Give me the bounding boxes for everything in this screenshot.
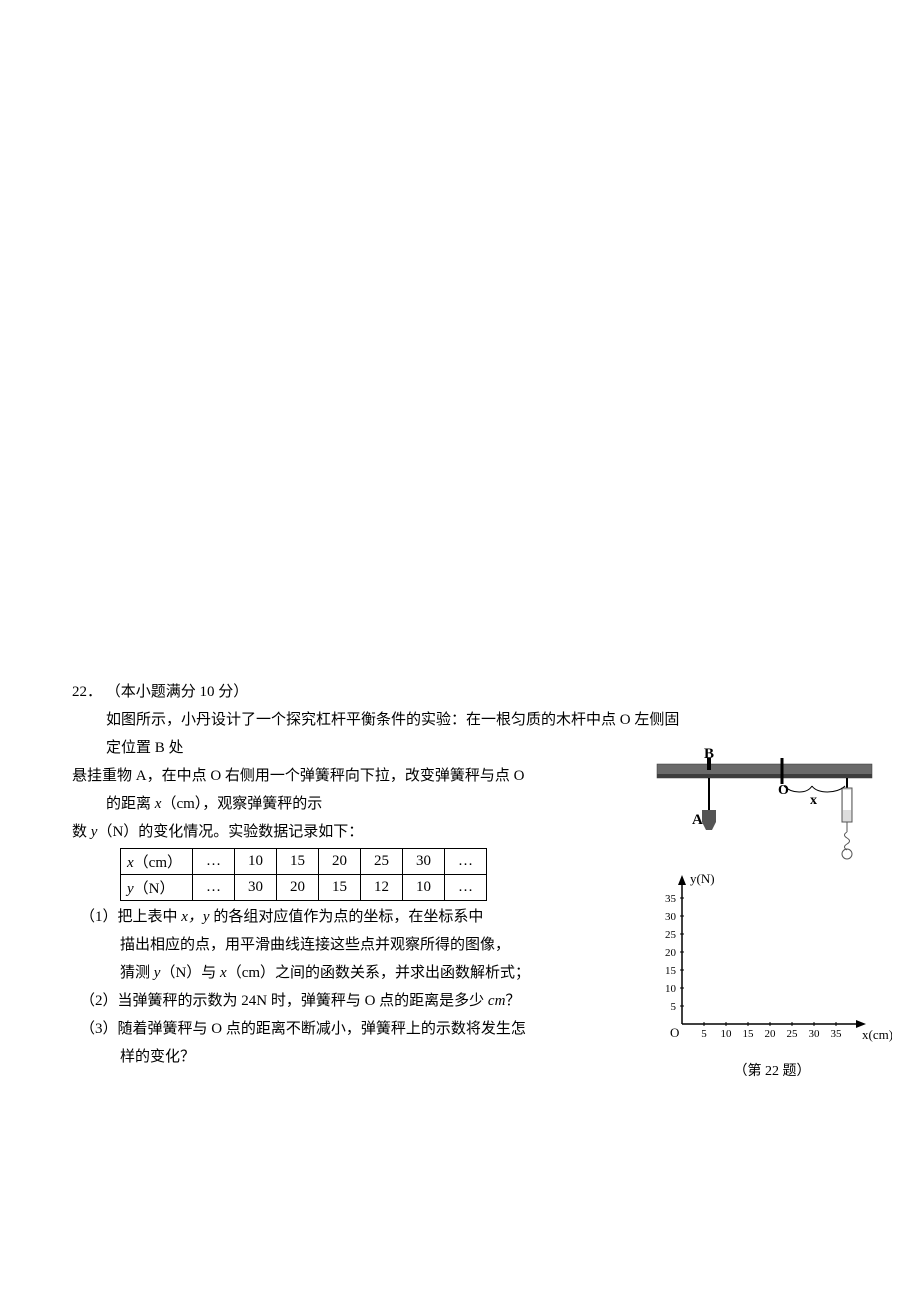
sub1-l2: 描出相应的点，用平滑曲线连接这些点并观察所得的图像， xyxy=(72,933,632,957)
y-axis-label: y(N) xyxy=(690,871,715,886)
row-label-y-unit: （N） xyxy=(134,881,175,897)
svg-text:25: 25 xyxy=(665,929,677,941)
text-post2: 的变化情况。实验数据记录如下： xyxy=(138,824,363,840)
cell: 30 xyxy=(235,875,277,901)
svg-text:20: 20 xyxy=(765,1028,777,1040)
unit-cm-1: （cm） xyxy=(161,796,202,812)
text-pre2: 数 xyxy=(72,824,87,840)
svg-text:10: 10 xyxy=(665,983,677,995)
svg-text:25: 25 xyxy=(787,1028,799,1040)
cell: 10 xyxy=(403,875,445,901)
svg-text:35: 35 xyxy=(831,1028,843,1040)
svg-text:15: 15 xyxy=(743,1028,755,1040)
sub2-pre: （2）当弹簧秤的示数为 24N 时，弹簧秤与 O 点的距离是多少 xyxy=(80,993,484,1009)
points-text: （本小题满分 10 分） xyxy=(106,684,249,700)
cell: 10 xyxy=(235,849,277,875)
table-row: x（cm） … 10 15 20 25 30 … xyxy=(121,849,487,875)
sub1-l3-pre: 猜测 xyxy=(120,965,150,981)
sub3-l2: 样的变化？ xyxy=(72,1045,632,1069)
sub1-mid1: （N）与 xyxy=(160,965,216,981)
svg-text:5: 5 xyxy=(671,1001,677,1013)
sub1-xy: x，y xyxy=(178,909,214,925)
sub1-l1-post: 的各组对应值作为点的坐标，在坐标系中 xyxy=(213,909,483,925)
label-x: x xyxy=(810,793,817,808)
sub1-x: x xyxy=(216,965,226,981)
origin-label: O xyxy=(670,1025,679,1040)
text-post1: ，观察弹簧秤的示 xyxy=(202,796,322,812)
intro-line1: 如图所示，小丹设计了一个探究杠杆平衡条件的实验：在一根匀质的木杆中点 O 左侧固 xyxy=(72,708,892,732)
sub1-l1-pre: （1）把上表中 xyxy=(80,909,178,925)
cell-ellipsis: … xyxy=(445,849,487,875)
label-B: B xyxy=(704,746,714,762)
cell: 30 xyxy=(403,849,445,875)
cell-ellipsis: … xyxy=(445,875,487,901)
sub1-mid2: （cm） xyxy=(227,965,275,981)
row-label-y: y xyxy=(127,881,134,897)
question-number: 22． xyxy=(72,684,102,700)
intro-line3: 悬挂重物 A，在中点 O 右侧用一个弹簧秤向下拉，改变弹簧秤与点 O xyxy=(72,764,632,788)
sub3-l1: （3）随着弹簧秤与 O 点的距离不断减小，弹簧秤上的示数将发生怎 xyxy=(72,1017,632,1041)
cell: 12 xyxy=(361,875,403,901)
cell: 25 xyxy=(361,849,403,875)
cell: 20 xyxy=(319,849,361,875)
label-O: O xyxy=(778,783,789,798)
sub2-unit: cm xyxy=(484,993,505,1009)
sub1-l3-post: 之间的函数关系，并求出函数解析式； xyxy=(275,965,530,981)
figure-caption: （第 22 题） xyxy=(652,1060,892,1080)
table-row: y（N） … 30 20 15 12 10 … xyxy=(121,875,487,901)
cell-ellipsis: … xyxy=(193,875,235,901)
svg-text:30: 30 xyxy=(665,911,677,923)
row-label-x-unit: （cm） xyxy=(134,855,182,871)
lever-diagram: B O x A xyxy=(652,744,892,869)
text-pre1: 的距离 xyxy=(106,796,151,812)
row-label-x: x xyxy=(127,855,134,871)
sub2-q: ？ xyxy=(505,993,520,1009)
label-A: A xyxy=(692,812,703,828)
cell: 15 xyxy=(319,875,361,901)
cell: 15 xyxy=(277,849,319,875)
cell-ellipsis: … xyxy=(193,849,235,875)
svg-text:35: 35 xyxy=(665,893,677,905)
axes-chart: 5 10 15 20 25 30 35 5 10 15 20 25 xyxy=(652,869,892,1054)
unit-n-1: （N） xyxy=(97,824,138,840)
data-table: x（cm） … 10 15 20 25 30 … y（N） … 30 20 15… xyxy=(120,848,487,901)
svg-text:30: 30 xyxy=(809,1028,821,1040)
x-axis-label: x(cm) xyxy=(862,1027,892,1042)
cell: 20 xyxy=(277,875,319,901)
var-y-1: y xyxy=(87,824,97,840)
sub1-y: y xyxy=(150,965,160,981)
var-x-1: x xyxy=(151,796,161,812)
svg-text:15: 15 xyxy=(665,965,677,977)
svg-text:20: 20 xyxy=(665,947,677,959)
svg-text:5: 5 xyxy=(701,1028,707,1040)
svg-text:10: 10 xyxy=(721,1028,733,1040)
